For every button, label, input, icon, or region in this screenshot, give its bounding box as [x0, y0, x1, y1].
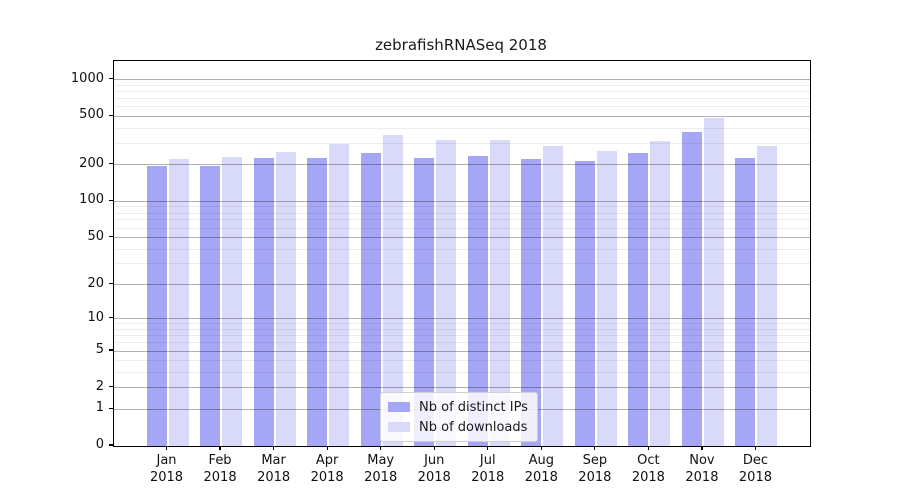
bar-distinct-ips [628, 152, 649, 446]
legend-label: Nb of downloads [419, 419, 528, 435]
bar-distinct-ips [200, 166, 221, 446]
x-tick-mark [326, 446, 328, 450]
y-tick-mark [109, 349, 113, 351]
bar-downloads [222, 156, 243, 446]
y-tick-mark [109, 444, 113, 446]
bar-distinct-ips [146, 166, 167, 446]
y-tick-mark [109, 114, 113, 116]
y-tick-label: 100 [79, 192, 104, 208]
y-tick-label: 1 [95, 400, 104, 416]
bar-downloads [168, 159, 189, 446]
bar-distinct-ips [253, 158, 274, 446]
bar-distinct-ips [414, 157, 435, 446]
bar-downloads [275, 151, 296, 446]
x-tick-label: Feb 2018 [203, 453, 237, 485]
x-tick-mark [219, 446, 221, 450]
y-tick-mark [109, 282, 113, 285]
x-tick-mark [487, 446, 489, 450]
x-tick-mark [433, 446, 435, 450]
bar-distinct-ips [307, 157, 328, 446]
y-tick-label: 10 [87, 309, 104, 325]
x-tick-mark [754, 446, 757, 450]
bar-downloads [329, 144, 350, 446]
x-tick-label: Mar 2018 [257, 453, 291, 485]
x-tick-mark [647, 446, 649, 450]
y-tick-label: 50 [87, 228, 104, 244]
y-tick-mark [109, 407, 113, 409]
y-tick-mark [109, 163, 113, 165]
bar-distinct-ips [681, 131, 702, 446]
x-tick-mark [540, 446, 542, 450]
y-tick-label: 1000 [70, 70, 104, 86]
y-tick-mark [109, 235, 113, 238]
y-tick-label: 500 [79, 107, 104, 123]
bar-downloads [596, 150, 617, 446]
bar-downloads [489, 139, 510, 446]
x-tick-mark [594, 446, 596, 450]
y-tick-label: 200 [79, 155, 104, 171]
bar-distinct-ips [521, 159, 542, 446]
x-tick-mark [380, 446, 382, 450]
bar-downloads [703, 117, 724, 446]
x-tick-label: Aug 2018 [524, 453, 558, 485]
bar-distinct-ips [735, 157, 756, 446]
y-tick-mark [109, 78, 113, 80]
bar-downloads [543, 145, 564, 446]
bar-downloads [382, 134, 403, 446]
legend-label: Nb of distinct IPs [419, 399, 528, 415]
x-tick-label: Sep 2018 [578, 453, 612, 485]
legend-swatch-downloads [388, 422, 410, 432]
chart-title: zebrafishRNASeq 2018 [375, 36, 547, 54]
x-tick-label: Oct 2018 [631, 453, 665, 485]
x-tick-label: Jun 2018 [417, 453, 451, 485]
bar-distinct-ips [574, 161, 595, 446]
x-tick-label: May 2018 [364, 453, 398, 485]
x-tick-mark [165, 446, 168, 450]
y-tick-label: 2 [95, 378, 104, 394]
y-tick-label: 0 [95, 437, 104, 452]
x-tick-label: Jul 2018 [471, 453, 505, 485]
x-tick-label: Jan 2018 [149, 453, 184, 485]
x-tick-mark [273, 446, 275, 450]
bars-layer [114, 61, 810, 446]
bar-distinct-ips [360, 153, 381, 446]
y-tick-label: 20 [87, 275, 104, 291]
y-tick-label: 5 [95, 342, 104, 357]
bar-distinct-ips [467, 156, 488, 446]
plot-area: Nb of distinct IPs Nb of downloads [113, 60, 811, 447]
y-tick-mark [109, 317, 113, 319]
bar-downloads [436, 140, 457, 446]
x-tick-label: Nov 2018 [685, 453, 719, 485]
x-tick-label: Dec 2018 [738, 453, 772, 485]
y-tick-mark [109, 199, 113, 201]
legend-row: Nb of downloads [388, 419, 528, 435]
x-tick-mark [701, 446, 703, 450]
bar-downloads [650, 141, 671, 446]
legend-swatch-distinct-ips [388, 402, 410, 412]
x-tick-label: Apr 2018 [310, 453, 344, 485]
bar-downloads [757, 145, 778, 446]
y-tick-mark [109, 386, 113, 388]
legend-row: Nb of distinct IPs [388, 399, 528, 415]
legend: Nb of distinct IPs Nb of downloads [380, 392, 538, 442]
